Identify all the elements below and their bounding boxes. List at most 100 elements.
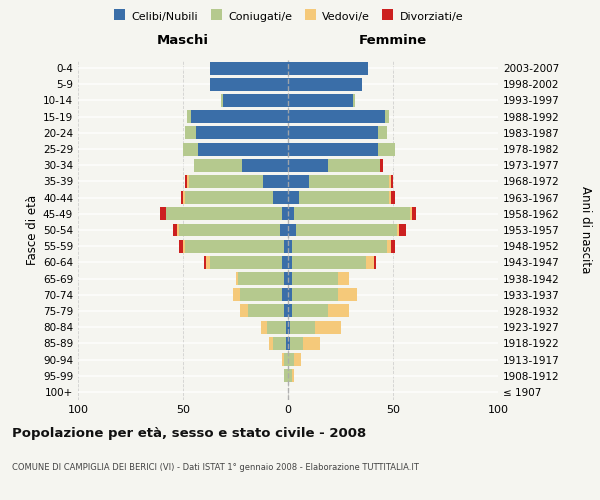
Bar (166, 208, 282, 220)
Bar (288, 272, 292, 285)
Bar (288, 304, 292, 318)
Bar (160, 208, 166, 220)
Text: Popolazione per età, sesso e stato civile - 2008: Popolazione per età, sesso e stato civil… (12, 428, 366, 440)
Bar (296, 224, 397, 236)
Bar (380, 159, 383, 172)
Bar (223, 94, 288, 107)
Bar (366, 256, 374, 269)
Bar (292, 288, 338, 301)
Bar (185, 191, 274, 204)
Bar (288, 288, 292, 301)
Bar (284, 272, 288, 285)
Bar (303, 337, 320, 350)
Bar (187, 110, 191, 123)
Text: Maschi: Maschi (157, 34, 209, 47)
Text: COMUNE DI CAMPIGLIA DEI BERICI (VI) - Dati ISTAT 1° gennaio 2008 - Elaborazione : COMUNE DI CAMPIGLIA DEI BERICI (VI) - Da… (12, 462, 419, 471)
Bar (185, 126, 196, 140)
Bar (288, 369, 292, 382)
Bar (196, 126, 288, 140)
Bar (263, 175, 288, 188)
Bar (292, 272, 338, 285)
Bar (397, 224, 400, 236)
Bar (391, 240, 395, 252)
Bar (185, 240, 284, 252)
Bar (379, 126, 387, 140)
Bar (284, 353, 288, 366)
Bar (176, 224, 179, 236)
Bar (309, 175, 389, 188)
Bar (260, 320, 267, 334)
Bar (235, 272, 238, 285)
Bar (282, 353, 284, 366)
Bar (179, 240, 183, 252)
Bar (204, 256, 206, 269)
Bar (292, 304, 328, 318)
Bar (242, 159, 288, 172)
Bar (273, 337, 286, 350)
Bar (412, 208, 416, 220)
Bar (269, 337, 274, 350)
Bar (282, 208, 288, 220)
Bar (187, 175, 189, 188)
Bar (183, 240, 185, 252)
Bar (284, 240, 288, 252)
Bar (288, 240, 292, 252)
Bar (391, 175, 393, 188)
Bar (387, 240, 391, 252)
Bar (338, 288, 358, 301)
Bar (286, 337, 288, 350)
Y-axis label: Fasce di età: Fasce di età (26, 195, 39, 265)
Bar (288, 110, 385, 123)
Bar (288, 94, 353, 107)
Bar (299, 191, 389, 204)
Bar (280, 224, 288, 236)
Bar (240, 304, 248, 318)
Bar (288, 78, 361, 91)
Y-axis label: Anni di nascita: Anni di nascita (579, 186, 592, 274)
Legend: Celibi/Nubili, Coniugati/e, Vedovi/e, Divorziati/e: Celibi/Nubili, Coniugati/e, Vedovi/e, Di… (109, 8, 467, 25)
Bar (292, 240, 387, 252)
Bar (400, 224, 406, 236)
Bar (206, 256, 210, 269)
Bar (385, 110, 389, 123)
Bar (295, 353, 301, 366)
Bar (181, 191, 183, 204)
Bar (316, 320, 341, 334)
Bar (191, 110, 288, 123)
Bar (183, 142, 198, 156)
Bar (338, 272, 349, 285)
Bar (210, 256, 282, 269)
Bar (389, 175, 391, 188)
Bar (288, 256, 292, 269)
Bar (288, 224, 296, 236)
Bar (353, 94, 355, 107)
Bar (295, 208, 410, 220)
Bar (288, 142, 379, 156)
Bar (185, 175, 187, 188)
Bar (288, 62, 368, 74)
Bar (173, 224, 176, 236)
Bar (221, 94, 223, 107)
Bar (190, 175, 263, 188)
Bar (248, 304, 284, 318)
Bar (379, 142, 395, 156)
Bar (288, 191, 299, 204)
Bar (288, 337, 290, 350)
Bar (238, 272, 284, 285)
Bar (292, 369, 295, 382)
Bar (288, 126, 379, 140)
Bar (282, 256, 288, 269)
Bar (240, 288, 282, 301)
Bar (179, 224, 280, 236)
Bar (374, 256, 376, 269)
Bar (282, 288, 288, 301)
Bar (183, 191, 185, 204)
Bar (290, 337, 303, 350)
Bar (193, 159, 242, 172)
Bar (410, 208, 412, 220)
Bar (288, 159, 328, 172)
Bar (233, 288, 240, 301)
Bar (290, 320, 316, 334)
Bar (328, 304, 349, 318)
Text: Femmine: Femmine (359, 34, 427, 47)
